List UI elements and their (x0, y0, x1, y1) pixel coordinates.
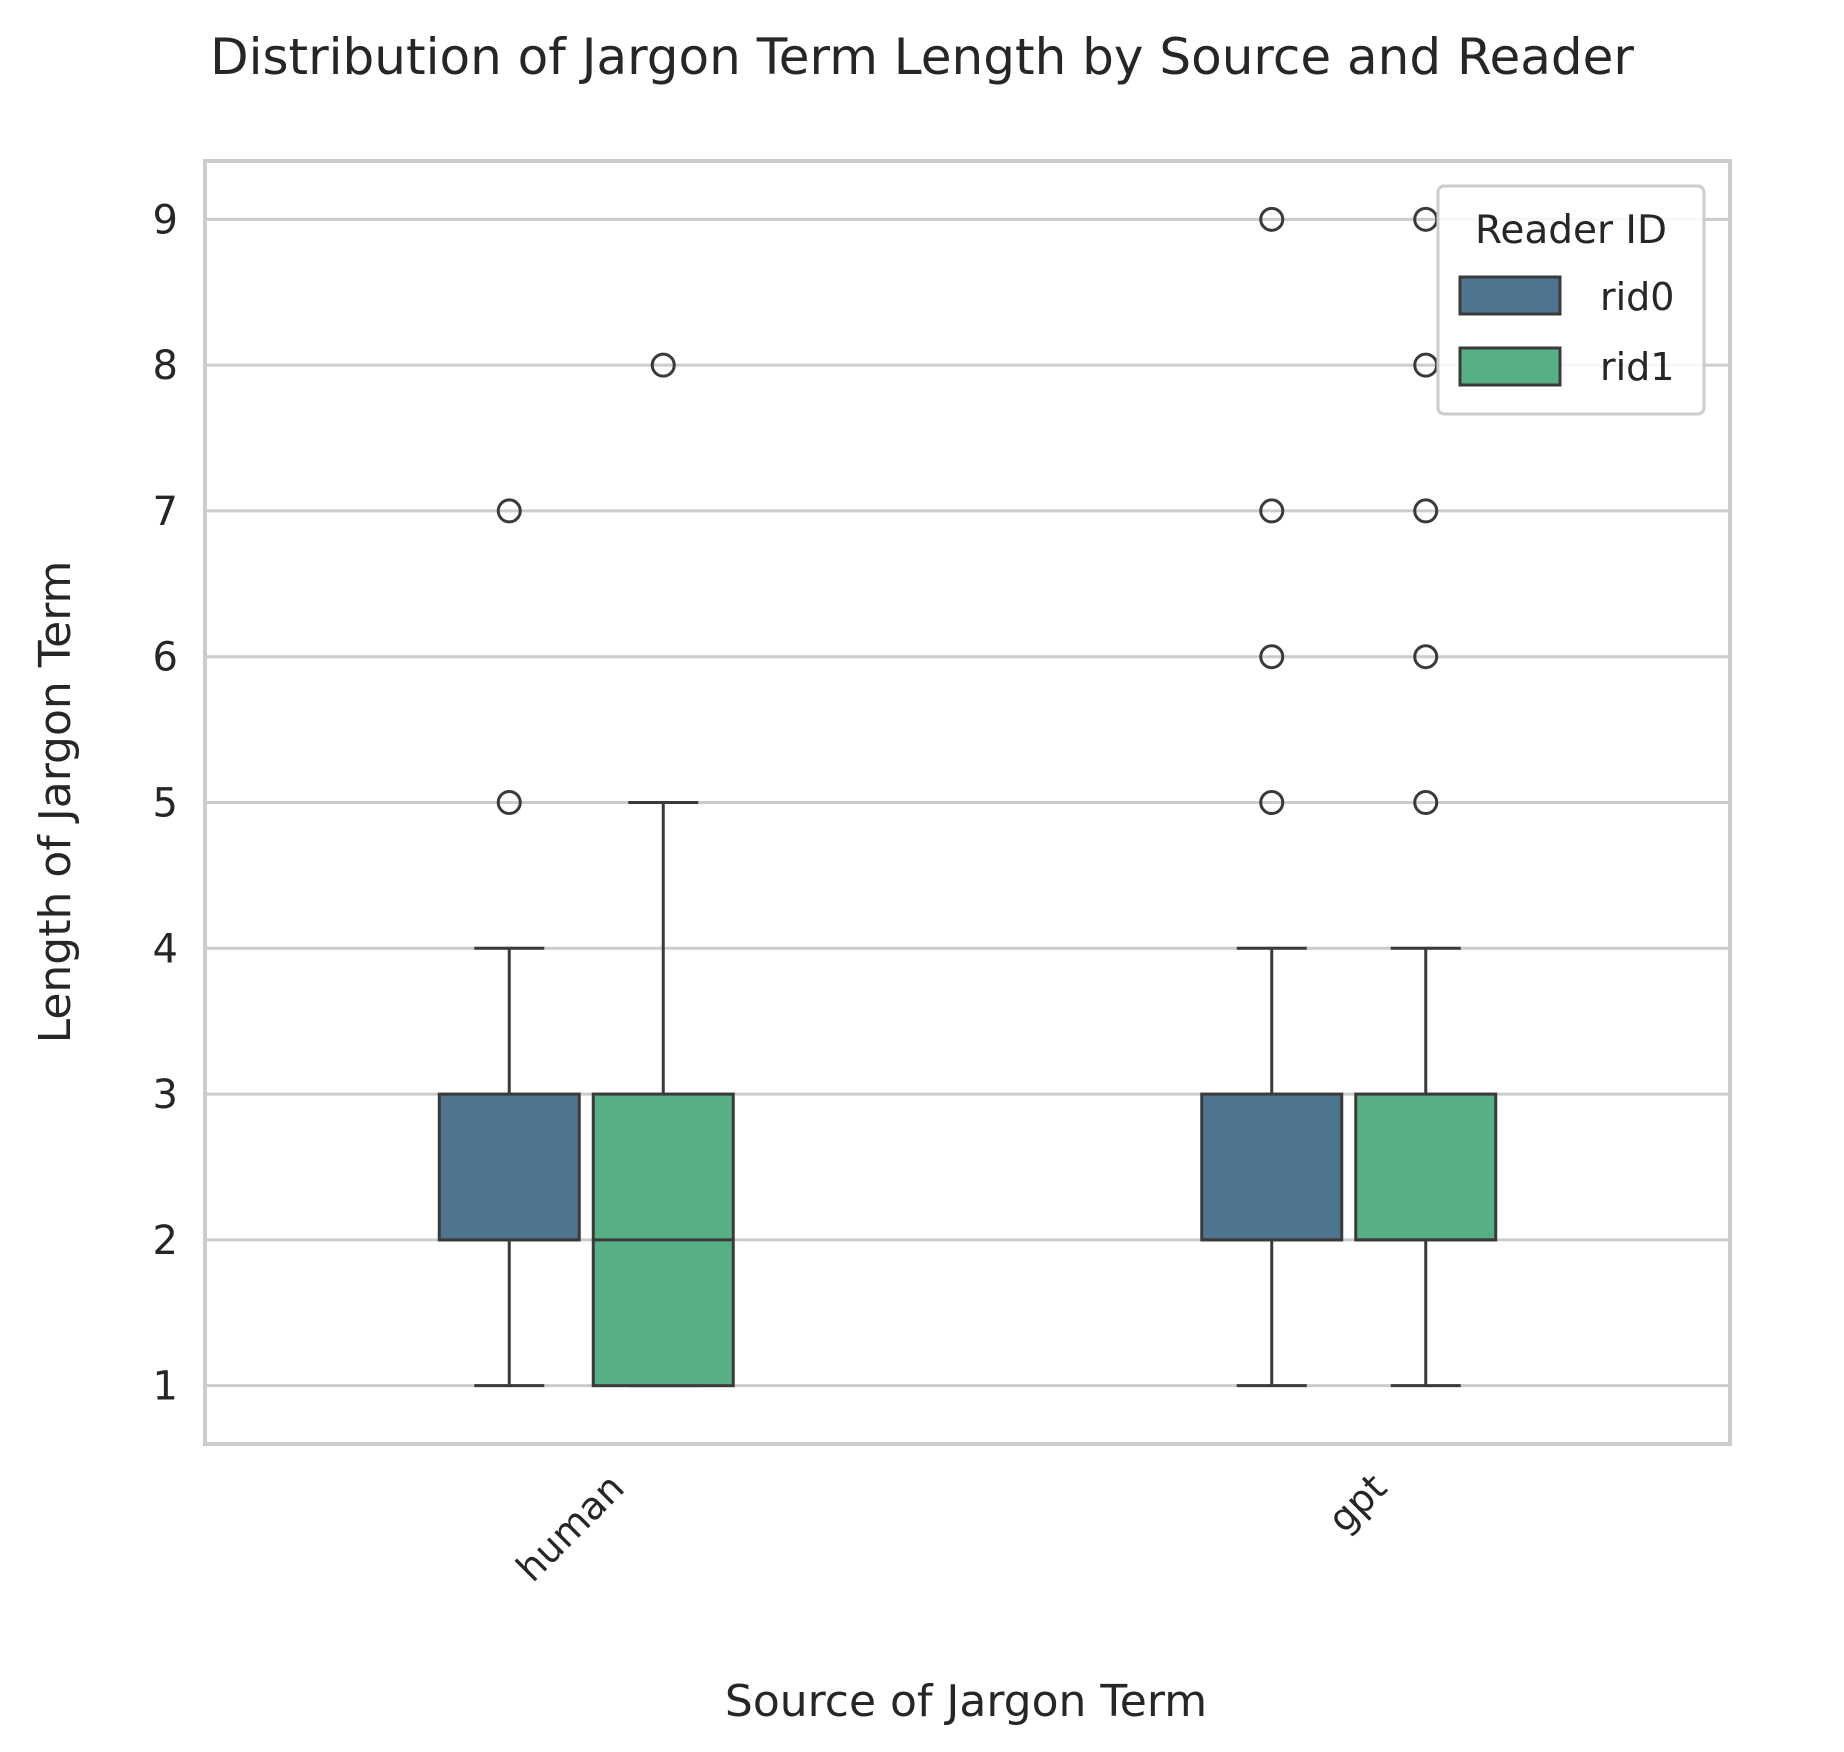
outlier-point (1413, 644, 1439, 670)
legend: Reader ID rid0 rid1 (1436, 184, 1706, 416)
outlier-point (1413, 790, 1439, 815)
y-tick-label: 8 (153, 343, 178, 389)
y-tick-label: 6 (153, 635, 178, 681)
box-rid1-human (591, 352, 735, 1388)
box-plots (437, 206, 1498, 1388)
y-tick-label: 9 (153, 197, 178, 243)
y-tick-label: 4 (153, 926, 178, 972)
outlier-point (496, 498, 522, 524)
y-tick-label: 2 (153, 1218, 178, 1264)
outlier-point (496, 790, 522, 815)
x-tick-labels: human gpt (508, 1465, 1395, 1590)
box-rid0-gpt (1200, 206, 1344, 1388)
y-tick-label: 7 (153, 489, 178, 535)
y-tick-labels: 1 2 3 4 5 6 7 8 9 (153, 197, 178, 1409)
iqr-box (1354, 1092, 1498, 1242)
iqr-box (437, 1092, 581, 1242)
box-rid1-gpt (1354, 206, 1498, 1388)
iqr-box (1200, 1092, 1344, 1242)
x-axis-label: Source of Jargon Term (725, 1676, 1207, 1727)
chart-title: Distribution of Jargon Term Length by So… (210, 28, 1634, 86)
y-axis-label: Length of Jargon Term (30, 561, 81, 1044)
legend-swatch-rid1 (1458, 346, 1562, 387)
outlier-point (1259, 498, 1285, 524)
outlier-point (1259, 790, 1285, 815)
y-tick-label: 3 (153, 1072, 178, 1118)
box-rid0-human (437, 498, 581, 1388)
legend-title: Reader ID (1475, 208, 1667, 253)
y-tick-label: 1 (153, 1364, 178, 1410)
plot-frame (203, 159, 1732, 1446)
outlier-point (1259, 644, 1285, 670)
outlier-point (650, 352, 676, 378)
outlier-point (1259, 206, 1285, 232)
outlier-point (1413, 498, 1439, 524)
x-tick-label-human: human (508, 1465, 633, 1590)
y-tick-label: 5 (153, 781, 178, 827)
legend-label-rid0: rid0 (1600, 275, 1674, 319)
legend-swatch-rid0 (1458, 275, 1562, 316)
x-tick-label-gpt: gpt (1319, 1465, 1395, 1541)
legend-label-rid1: rid1 (1600, 345, 1674, 389)
